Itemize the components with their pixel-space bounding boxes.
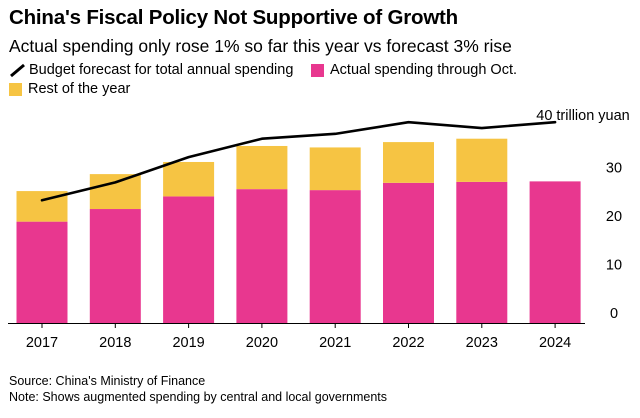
bar-rest-2021 [309,147,361,191]
y-tick-label-30: 30 [606,161,622,177]
footnote: Note: Shows augmented spending by centra… [9,390,388,404]
chart-subtitle: Actual spending only rose 1% so far this… [9,36,512,56]
y-tick-label-10: 10 [606,258,622,274]
bar-actual-2019 [163,196,215,323]
bar-rest-2022 [383,142,434,183]
bar-rest-2023 [456,138,508,182]
rest-swatch-icon [9,82,22,96]
x-tick-label-2017: 2017 [26,335,58,351]
line-swatch-icon [9,63,23,77]
legend-item-budget: Budget forecast for total annual spendin… [9,62,293,78]
x-tick-label-2022: 2022 [392,335,424,351]
chart-title: China's Fiscal Policy Not Supportive of … [9,6,459,29]
actual-swatch-icon [311,63,324,77]
legend-label-rest: Rest of the year [28,81,131,97]
legend-label-budget: Budget forecast for total annual spendin… [29,62,294,78]
x-tick-label-2018: 2018 [99,335,131,351]
y-tick-label-20: 20 [606,209,622,225]
legend-item-rest: Rest of the year [9,81,130,97]
bar-actual-2018 [89,209,141,323]
bar-actual-2024 [529,181,581,323]
bar-rest-2019 [163,161,215,197]
budget-forecast-line [40,120,557,202]
bar-rest-2020 [236,145,288,190]
source-note: Source: China's Ministry of Finance [9,374,206,388]
x-tick-label-2024: 2024 [539,335,571,351]
bar-actual-2022 [383,182,434,323]
bar-actual-2023 [456,181,508,323]
legend-label-actual: Actual spending through Oct. [330,62,518,78]
bar-actual-2021 [309,190,361,323]
y-tick-label-0: 0 [610,306,618,322]
x-tick-label-2023: 2023 [466,335,498,351]
chart-plot: 2017 2018 2019 2020 2021 2022 2023 2024 0 10 20 30 4… [8,108,630,351]
bar-actual-2017 [16,221,68,323]
x-tick-label-2020: 2020 [246,335,278,351]
y-unit-annotation: 40 trillion yuan [536,108,630,124]
x-tick-label-2019: 2019 [172,335,204,351]
bar-actual-2020 [236,189,288,323]
legend-item-actual: Actual spending through Oct. [311,62,517,78]
x-tick-label-2021: 2021 [319,335,351,351]
bar-rest-2018 [89,174,141,210]
